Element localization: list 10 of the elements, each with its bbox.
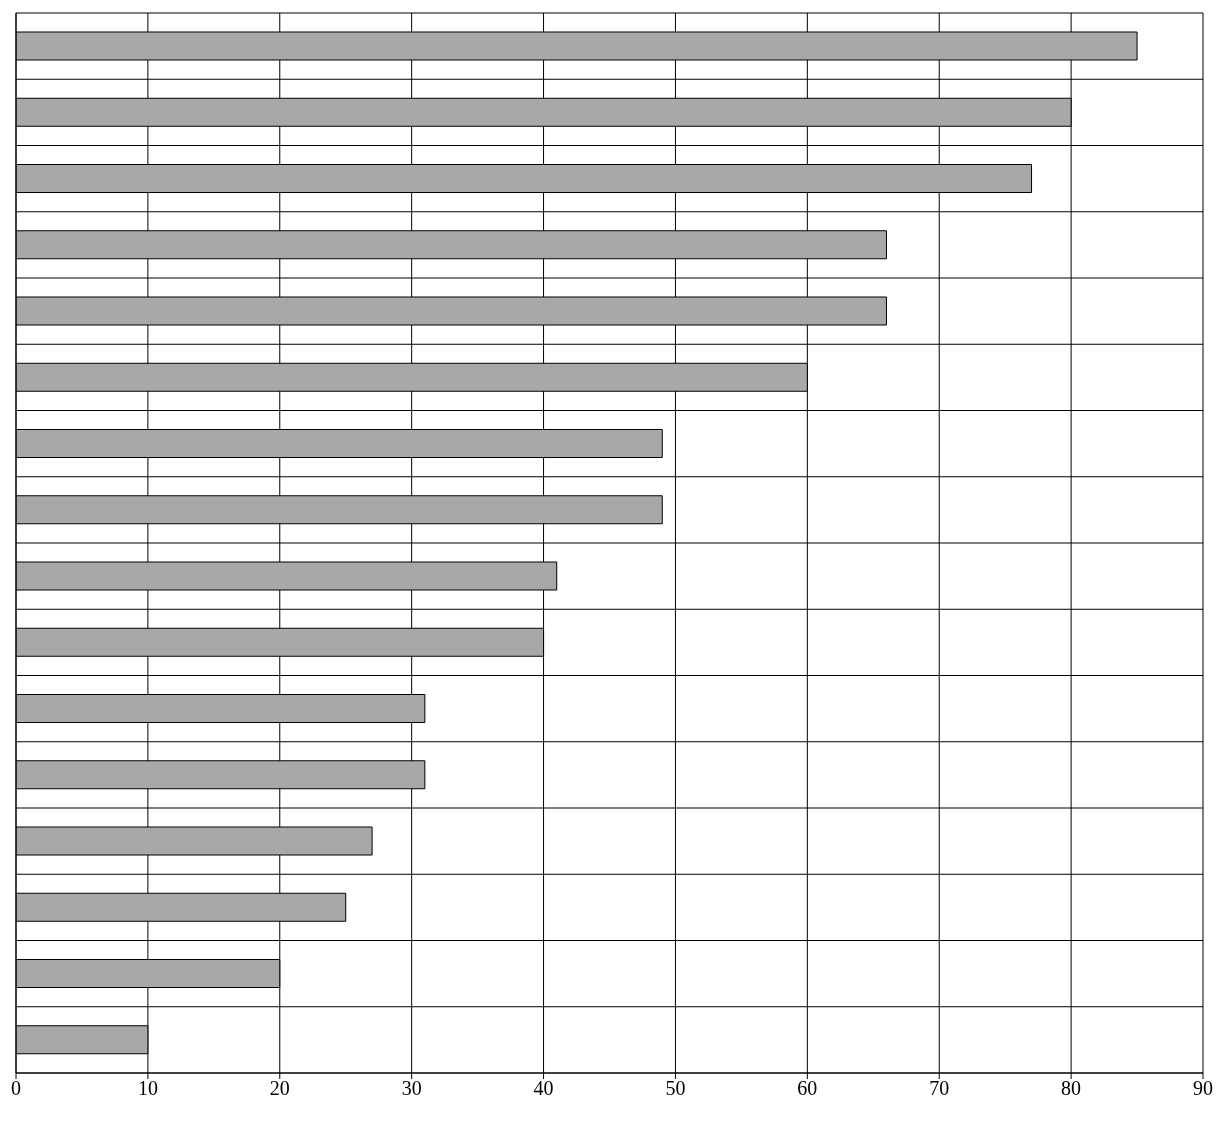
x-tick-label: 20	[269, 1077, 290, 1100]
x-tick-label: 30	[401, 1077, 422, 1100]
x-tick-label: 50	[665, 1077, 686, 1100]
x-tick-label: 60	[797, 1077, 818, 1100]
x-tick-label: 40	[533, 1077, 554, 1100]
x-tick-label: 10	[137, 1077, 158, 1100]
x-tick-label: 80	[1061, 1077, 1082, 1100]
x-tick-label: 90	[1193, 1077, 1213, 1100]
x-tick-label: 0	[11, 1077, 21, 1100]
x-tick-label: 70	[929, 1077, 950, 1100]
